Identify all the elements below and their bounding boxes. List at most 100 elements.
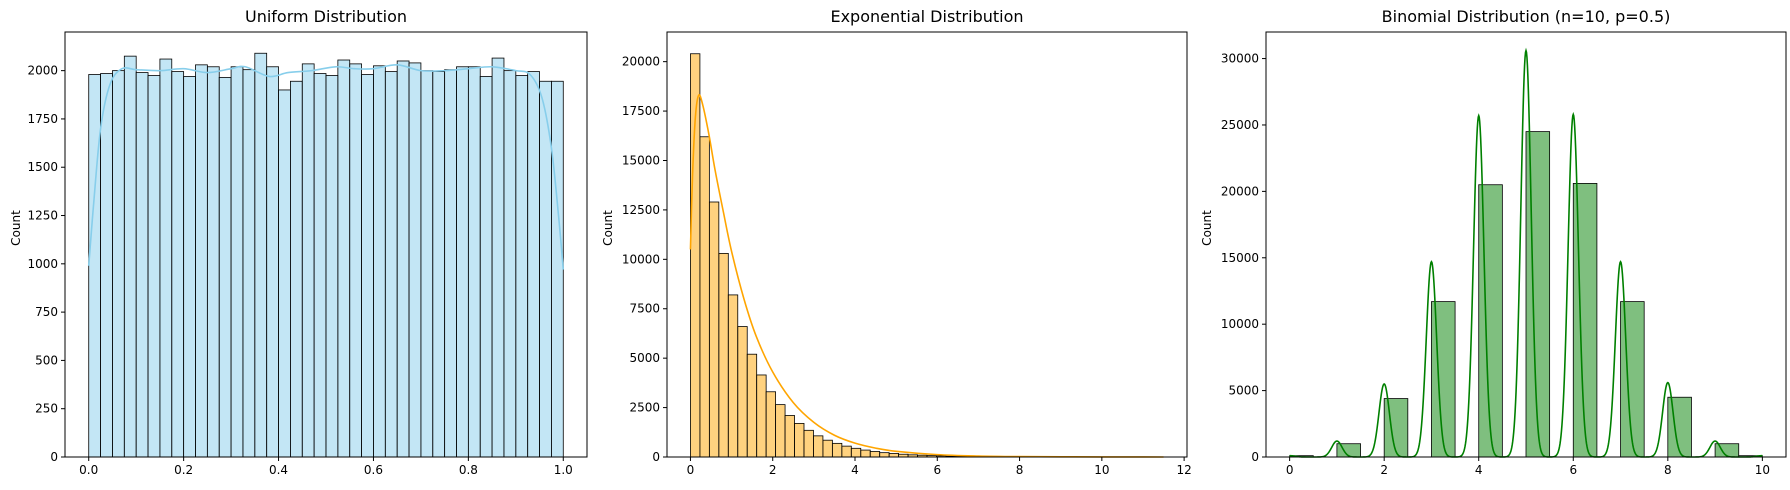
x-tick-label: 0.0 bbox=[79, 463, 98, 477]
y-tick-label: 15000 bbox=[622, 153, 660, 167]
histogram-bar bbox=[313, 73, 327, 458]
x-tick-label: 8 bbox=[1016, 463, 1024, 477]
histogram-bar bbox=[1667, 396, 1692, 458]
histogram-bar bbox=[503, 70, 517, 458]
histogram-bar bbox=[467, 66, 481, 458]
histogram-bar bbox=[254, 52, 268, 458]
x-tick-label: 2 bbox=[769, 463, 777, 477]
histogram-bar bbox=[456, 66, 469, 458]
y-axis-label: Count bbox=[9, 210, 23, 246]
histogram-bar bbox=[218, 76, 232, 458]
histogram-bar bbox=[266, 66, 279, 458]
histogram-bar bbox=[784, 415, 795, 458]
histogram-bar bbox=[527, 71, 540, 458]
y-axis-label: Count bbox=[601, 210, 615, 246]
histogram-bar bbox=[831, 442, 843, 458]
y-tick-label: 1250 bbox=[27, 209, 58, 223]
chart-title: Exponential Distribution bbox=[830, 7, 1023, 26]
x-tick-label: 4 bbox=[1475, 463, 1483, 477]
histogram-bar bbox=[888, 453, 900, 458]
histogram-bar bbox=[420, 70, 434, 458]
x-tick-label: 12 bbox=[1176, 463, 1191, 477]
histogram-bar bbox=[746, 353, 758, 458]
y-tick-label: 7500 bbox=[629, 302, 660, 316]
kde-line bbox=[1289, 47, 1763, 458]
chart-title: Uniform Distribution bbox=[245, 7, 407, 26]
x-tick-label: 8 bbox=[1664, 463, 1672, 477]
x-tick-label: 10 bbox=[1755, 463, 1770, 477]
y-tick-label: 0 bbox=[50, 450, 58, 464]
x-tick-label: 6 bbox=[933, 463, 941, 477]
histogram-bar bbox=[1525, 131, 1551, 458]
y-tick-label: 2500 bbox=[629, 401, 660, 415]
histogram-bar bbox=[112, 70, 125, 458]
y-tick-label: 10000 bbox=[1221, 317, 1259, 331]
x-tick-label: 6 bbox=[1569, 463, 1577, 477]
histogram-bar bbox=[349, 63, 362, 458]
histogram-bar bbox=[515, 75, 529, 458]
histogram-bar bbox=[1620, 301, 1645, 458]
y-tick-label: 30000 bbox=[1221, 52, 1259, 66]
binomial-chart: Binomial Distribution (n=10, p=0.5) Coun… bbox=[1200, 7, 1787, 477]
histogram-bar bbox=[230, 66, 244, 458]
histogram-bar bbox=[765, 391, 777, 458]
y-tick-label: 250 bbox=[35, 402, 58, 416]
y-tick-label: 500 bbox=[35, 353, 58, 367]
histogram-bar bbox=[813, 435, 824, 458]
exponential-chart: Exponential Distribution Count 0 2 4 6 8 10 12… bbox=[601, 7, 1192, 477]
y-tick-label: 10000 bbox=[622, 252, 660, 266]
histogram-bar bbox=[408, 62, 422, 458]
histogram-bar bbox=[171, 71, 185, 458]
histogram-bar bbox=[206, 66, 220, 458]
y-tick-label: 2000 bbox=[27, 64, 58, 78]
histogram-bar bbox=[491, 57, 505, 458]
y-tick-label: 750 bbox=[35, 305, 58, 319]
x-tick-label: 4 bbox=[851, 463, 859, 477]
histogram-bar bbox=[727, 294, 739, 458]
histogram-bar bbox=[361, 74, 374, 458]
histogram-bar bbox=[147, 75, 161, 458]
x-tick-label: 0 bbox=[687, 463, 695, 477]
x-tick-label: 0.4 bbox=[269, 463, 288, 477]
kde-line bbox=[87, 64, 565, 270]
y-tick-label: 25000 bbox=[1221, 118, 1259, 132]
histogram-bar bbox=[135, 72, 149, 458]
y-tick-label: 20000 bbox=[622, 55, 660, 69]
histogram-bar bbox=[396, 60, 410, 458]
y-tick-label: 1750 bbox=[27, 112, 58, 126]
histogram-bar bbox=[123, 55, 137, 458]
histogram-bar bbox=[879, 452, 890, 458]
uniform-chart: Uniform Distribution Count 0.0 0.2 0.4 0.6 0… bbox=[9, 7, 588, 477]
histogram-bar bbox=[384, 71, 398, 458]
histogram-bar bbox=[737, 326, 748, 458]
chart-title: Binomial Distribution (n=10, p=0.5) bbox=[1382, 7, 1671, 26]
x-tick-label: 0.2 bbox=[174, 463, 193, 477]
y-tick-label: 0 bbox=[652, 450, 660, 464]
histogram-bar bbox=[432, 71, 446, 458]
histogram-bar bbox=[699, 136, 710, 458]
histogram-bar bbox=[869, 451, 881, 458]
histogram-bar bbox=[803, 429, 814, 458]
histogram-bar bbox=[822, 439, 833, 458]
y-tick-label: 1500 bbox=[27, 160, 58, 174]
x-tick-label: 0 bbox=[1286, 463, 1294, 477]
kde-line bbox=[689, 94, 1164, 458]
histogram-bar bbox=[860, 449, 871, 458]
histogram-bar bbox=[290, 80, 303, 458]
y-axis-label: Count bbox=[1200, 210, 1214, 246]
x-tick-label: 2 bbox=[1380, 463, 1388, 477]
histogram-bar bbox=[301, 63, 315, 458]
histogram-bar bbox=[242, 69, 256, 458]
y-tick-label: 0 bbox=[1251, 450, 1259, 464]
histogram-bar bbox=[278, 89, 291, 458]
histogram-bar bbox=[337, 59, 351, 458]
histogram-bar bbox=[1572, 183, 1598, 458]
histogram-bar bbox=[1383, 398, 1409, 458]
y-tick-label: 1000 bbox=[27, 257, 58, 271]
x-tick-label: 10 bbox=[1094, 463, 1109, 477]
x-tick-label: 0.8 bbox=[459, 463, 478, 477]
histogram-bar bbox=[708, 201, 720, 458]
y-tick-label: 20000 bbox=[1221, 184, 1259, 198]
histogram-bar bbox=[88, 74, 101, 458]
